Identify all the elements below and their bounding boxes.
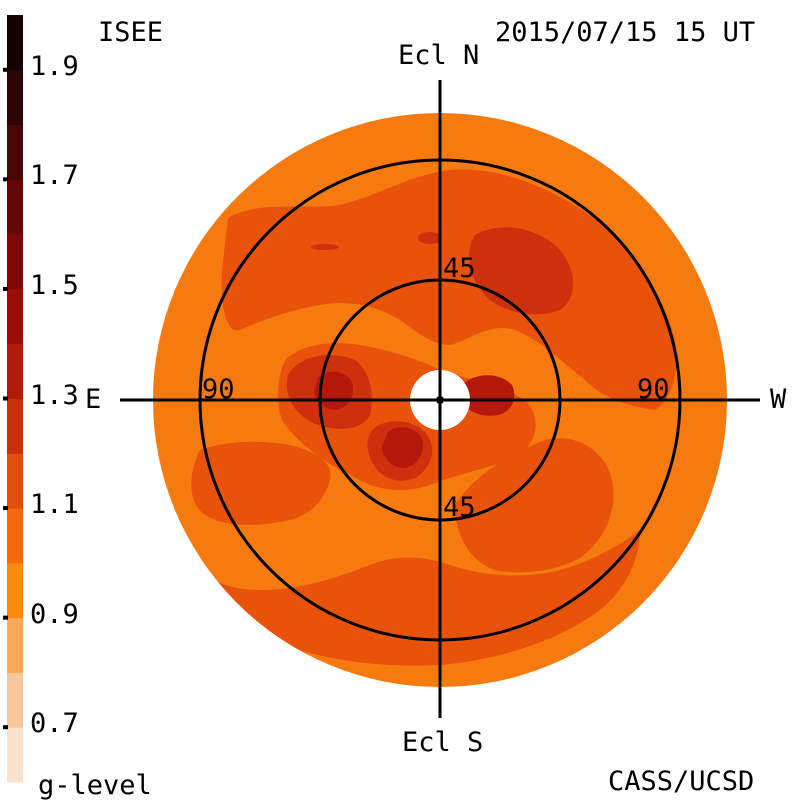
colorbar-band-3 [7,562,23,619]
density-region-upper [221,169,677,410]
colorbar-band-4 [7,508,23,564]
west-label: W [770,384,787,415]
colorbar [7,15,23,783]
colorbar-band-8 [7,288,23,345]
colorbar-tick-mark [3,506,8,511]
colorbar-tick-label: 1.3 [30,379,79,411]
east-label: E [85,384,102,415]
colorbar-ticks [3,67,8,730]
ring-45-label-top: 45 [443,253,476,284]
colorbar-band-6 [7,398,23,454]
colorbar-band-13 [7,15,23,71]
colorbar-tick-label: 1.1 [30,489,79,521]
streak-feature [311,244,339,250]
colorbar-title: g-level [38,770,152,801]
map-disk [120,80,760,718]
peak-south-of-center [382,427,424,468]
colorbar-tick-mark [3,615,8,620]
colorbar-band-2 [7,617,23,673]
ring-90-label-right: 90 [637,374,670,405]
colorbar-band-11 [7,124,23,180]
density-region-lower-right [455,438,614,573]
credit-label: CASS/UCSD [608,766,755,797]
colorbar-tick-mark [3,177,8,182]
colorbar-band-7 [7,343,23,399]
colorbar-tick-mark [3,67,8,72]
south-label: Ecl S [402,727,484,758]
colorbar-band-12 [7,69,23,126]
colorbar-band-5 [7,453,23,509]
colorbar-band-1 [7,672,23,728]
colorbar-tick-mark [3,286,8,291]
colorbar-band-9 [7,234,23,290]
colorbar-tick-label: 1.5 [30,269,79,301]
north-label: Ecl N [398,40,480,71]
colorbar-tick-label: 1.9 [30,50,79,82]
density-region-lower [185,530,640,666]
colorbar-tick-label: 1.7 [30,160,79,192]
colorbar-tick-mark [3,396,8,401]
timestamp-label: 2015/07/15 15 UT [495,17,756,48]
colorbar-tick-label: 0.7 [30,708,79,740]
density-region-left [191,441,331,525]
small-feature [418,232,442,244]
observatory-label: ISEE [98,17,164,48]
colorbar-tick-mark [3,725,8,730]
colorbar-band-0 [7,727,23,783]
colorbar-band-10 [7,179,23,235]
ring-45-label-bottom: 45 [443,492,476,523]
colorbar-tick-label: 0.9 [30,598,79,630]
peak-east-of-center [462,375,515,416]
ring-90-label-left: 90 [202,374,235,405]
